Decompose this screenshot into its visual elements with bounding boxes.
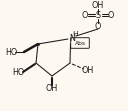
Text: O: O [95, 22, 101, 31]
Text: N: N [69, 34, 75, 43]
Text: OH: OH [82, 65, 94, 74]
Text: HO: HO [12, 67, 24, 76]
Text: H: H [72, 31, 78, 37]
Text: O: O [108, 12, 114, 21]
Text: Abs: Abs [74, 41, 86, 46]
Text: HO: HO [5, 48, 17, 56]
Text: O: O [82, 12, 88, 21]
Text: OH: OH [92, 2, 104, 11]
Text: S: S [95, 12, 101, 21]
Text: OH: OH [46, 83, 58, 92]
FancyBboxPatch shape [71, 38, 89, 48]
